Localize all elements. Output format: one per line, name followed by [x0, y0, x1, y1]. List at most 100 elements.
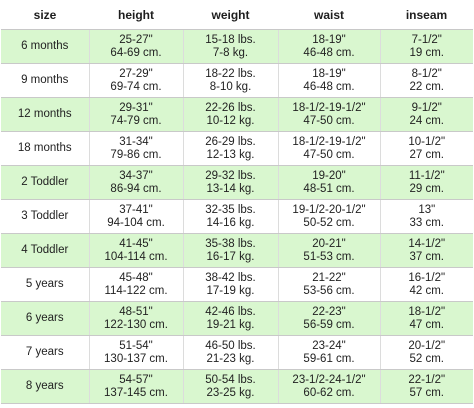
waist-imperial-value: 23-24" [312, 339, 346, 352]
inseam-metric-value: 22 cm. [409, 80, 444, 93]
inseam-imperial-value: 7-1/2" [411, 33, 442, 46]
height-cell: 54-57" 137-145 cm. [88, 369, 183, 404]
height-imperial-value: 27-29" [119, 67, 153, 80]
weight-imperial-value: 22-26 lbs. [205, 101, 256, 114]
weight-cell: 50-54 lbs. 23-25 kg. [182, 369, 278, 404]
height-cell: 34-37" 86-94 cm. [88, 165, 183, 200]
height-metric-value: 114-122 cm. [104, 284, 168, 297]
inseam-imperial-value: 8-1/2" [411, 67, 442, 80]
inseam-cell: 13" 33 cm. [379, 199, 473, 234]
height-imperial-value: 37-41" [119, 203, 153, 216]
height-imperial-value: 41-45" [119, 237, 153, 250]
waist-metric-value: 53-56 cm. [303, 284, 355, 297]
weight-cell: 22-26 lbs. 10-12 kg. [182, 97, 278, 132]
height-metric-value: 137-145 cm. [104, 386, 168, 399]
height-cell: 25-27" 64-69 cm. [88, 29, 183, 64]
inseam-cell: 20-1/2" 52 cm. [379, 335, 473, 370]
height-metric-value: 94-104 cm. [107, 216, 165, 229]
column-header-size: size [1, 0, 89, 30]
inseam-metric-value: 52 cm. [409, 352, 444, 365]
waist-cell: 21-22" 53-56 cm. [277, 267, 380, 302]
table-row: 18 months 31-34" 79-86 cm. 26-29 lbs. 12-13 … [1, 131, 473, 166]
table-row: 9 months 27-29" 69-74 cm. 18-22 lbs. 8-10 kg… [1, 63, 473, 98]
height-cell: 27-29" 69-74 cm. [88, 63, 183, 98]
height-imperial-value: 31-34" [119, 135, 153, 148]
weight-metric-value: 14-16 kg. [206, 216, 255, 229]
waist-cell: 18-1/2-19-1/2" 47-50 cm. [277, 131, 380, 166]
inseam-metric-value: 33 cm. [409, 216, 444, 229]
height-imperial-value: 45-48" [119, 271, 153, 284]
table-row: 7 years 51-54" 130-137 cm. 46-50 lbs. 21-23 … [1, 335, 473, 370]
waist-metric-value: 60-62 cm. [303, 386, 355, 399]
height-imperial-value: 34-37" [119, 169, 153, 182]
weight-metric-value: 7-8 kg. [212, 46, 249, 59]
waist-imperial-value: 19-20" [312, 169, 346, 182]
waist-cell: 22-23" 56-59 cm. [277, 301, 380, 336]
height-metric-value: 64-69 cm. [110, 46, 162, 59]
weight-imperial-value: 18-22 lbs. [205, 67, 256, 80]
size-cell: 2 Toddler [1, 165, 89, 200]
waist-imperial-value: 19-1/2-20-1/2" [292, 203, 366, 216]
height-cell: 37-41" 94-104 cm. [88, 199, 183, 234]
waist-metric-value: 47-50 cm. [303, 148, 355, 161]
size-cell: 5 years [1, 267, 89, 302]
inseam-metric-value: 29 cm. [409, 182, 444, 195]
waist-cell: 20-21" 51-53 cm. [277, 233, 380, 268]
height-cell: 31-34" 79-86 cm. [88, 131, 183, 166]
weight-cell: 38-42 lbs. 17-19 kg. [182, 267, 278, 302]
waist-cell: 23-24" 59-61 cm. [277, 335, 380, 370]
waist-metric-value: 47-50 cm. [303, 114, 355, 127]
weight-cell: 35-38 lbs. 16-17 kg. [182, 233, 278, 268]
weight-metric-value: 8-10 kg. [209, 80, 252, 93]
size-cell: 4 Toddler [1, 233, 89, 268]
waist-cell: 18-19" 46-48 cm. [277, 29, 380, 64]
height-imperial-value: 48-51" [119, 305, 153, 318]
height-metric-value: 86-94 cm. [110, 182, 162, 195]
inseam-metric-value: 57 cm. [409, 386, 444, 399]
column-header-inseam: inseam [380, 0, 473, 30]
height-cell: 41-45" 104-114 cm. [88, 233, 183, 268]
size-cell: 7 years [1, 335, 89, 370]
waist-cell: 19-1/2-20-1/2" 50-52 cm. [277, 199, 380, 234]
waist-metric-value: 50-52 cm. [303, 216, 355, 229]
waist-imperial-value: 18-1/2-19-1/2" [292, 135, 366, 148]
weight-metric-value: 10-12 kg. [206, 114, 255, 127]
size-cell: 9 months [1, 63, 89, 98]
weight-cell: 26-29 lbs. 12-13 kg. [182, 131, 278, 166]
inseam-imperial-value: 13" [418, 203, 436, 216]
inseam-cell: 8-1/2" 22 cm. [379, 63, 473, 98]
inseam-imperial-value: 22-1/2" [408, 373, 446, 386]
waist-imperial-value: 18-19" [312, 67, 346, 80]
size-cell: 12 months [1, 97, 89, 132]
inseam-cell: 14-1/2" 37 cm. [379, 233, 473, 268]
size-chart-body: 6 months 25-27" 64-69 cm. 15-18 lbs. 7-8 kg.… [1, 29, 473, 404]
waist-metric-value: 48-51 cm. [303, 182, 355, 195]
height-metric-value: 104-114 cm. [104, 250, 168, 263]
size-cell: 8 years [1, 369, 89, 404]
waist-imperial-value: 22-23" [312, 305, 346, 318]
inseam-imperial-value: 18-1/2" [408, 305, 446, 318]
weight-metric-value: 16-17 kg. [206, 250, 255, 263]
waist-metric-value: 59-61 cm. [303, 352, 355, 365]
inseam-cell: 7-1/2" 19 cm. [379, 29, 473, 64]
weight-imperial-value: 29-32 lbs. [205, 169, 256, 182]
weight-imperial-value: 46-50 lbs. [205, 339, 256, 352]
weight-metric-value: 21-23 kg. [206, 352, 255, 365]
weight-cell: 42-46 lbs. 19-21 kg. [182, 301, 278, 336]
table-row: 5 years 45-48" 114-122 cm. 38-42 lbs. 17-19 … [1, 267, 473, 302]
column-header-weight: weight [183, 0, 278, 30]
weight-metric-value: 13-14 kg. [206, 182, 255, 195]
weight-metric-value: 19-21 kg. [206, 318, 255, 331]
weight-imperial-value: 26-29 lbs. [205, 135, 256, 148]
inseam-imperial-value: 14-1/2" [408, 237, 446, 250]
waist-imperial-value: 18-19" [312, 33, 346, 46]
table-row: 4 Toddler 41-45" 104-114 cm. 35-38 lbs. 16-1… [1, 233, 473, 268]
height-metric-value: 79-86 cm. [110, 148, 162, 161]
weight-metric-value: 12-13 kg. [206, 148, 255, 161]
waist-metric-value: 56-59 cm. [303, 318, 355, 331]
waist-imperial-value: 23-1/2-24-1/2" [292, 373, 366, 386]
height-imperial-value: 51-54" [119, 339, 153, 352]
weight-metric-value: 23-25 kg. [206, 386, 255, 399]
inseam-cell: 16-1/2" 42 cm. [379, 267, 473, 302]
waist-imperial-value: 18-1/2-19-1/2" [292, 101, 366, 114]
